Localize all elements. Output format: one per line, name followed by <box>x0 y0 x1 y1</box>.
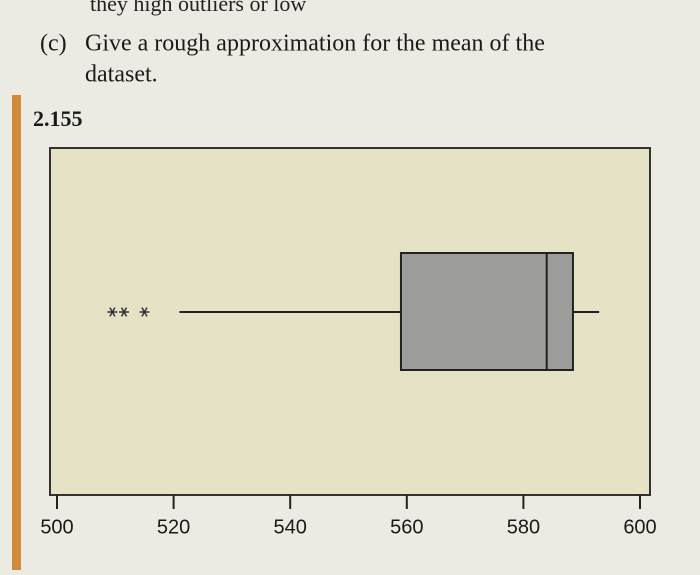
x-tick-label: 520 <box>157 516 190 538</box>
top-text: they high outliers or low <box>90 0 306 16</box>
margin-bar <box>12 95 21 570</box>
exercise-number: 2.155 <box>33 106 83 131</box>
x-tick-label: 500 <box>40 516 73 538</box>
outlier <box>107 307 118 317</box>
x-tick-label: 600 <box>623 516 656 538</box>
x-tick-label: 560 <box>390 516 423 538</box>
question-text: Give a rough approximation for the mean … <box>85 31 545 57</box>
question-text: dataset. <box>85 62 158 88</box>
question-label: (c) <box>40 31 67 57</box>
x-tick-label: 540 <box>274 516 307 538</box>
box <box>399 252 574 371</box>
outlier <box>139 307 150 317</box>
x-tick-label: 580 <box>507 516 540 538</box>
outlier <box>119 307 130 317</box>
boxplot-chart: 500 520 540 560 580 600 <box>40 147 657 538</box>
